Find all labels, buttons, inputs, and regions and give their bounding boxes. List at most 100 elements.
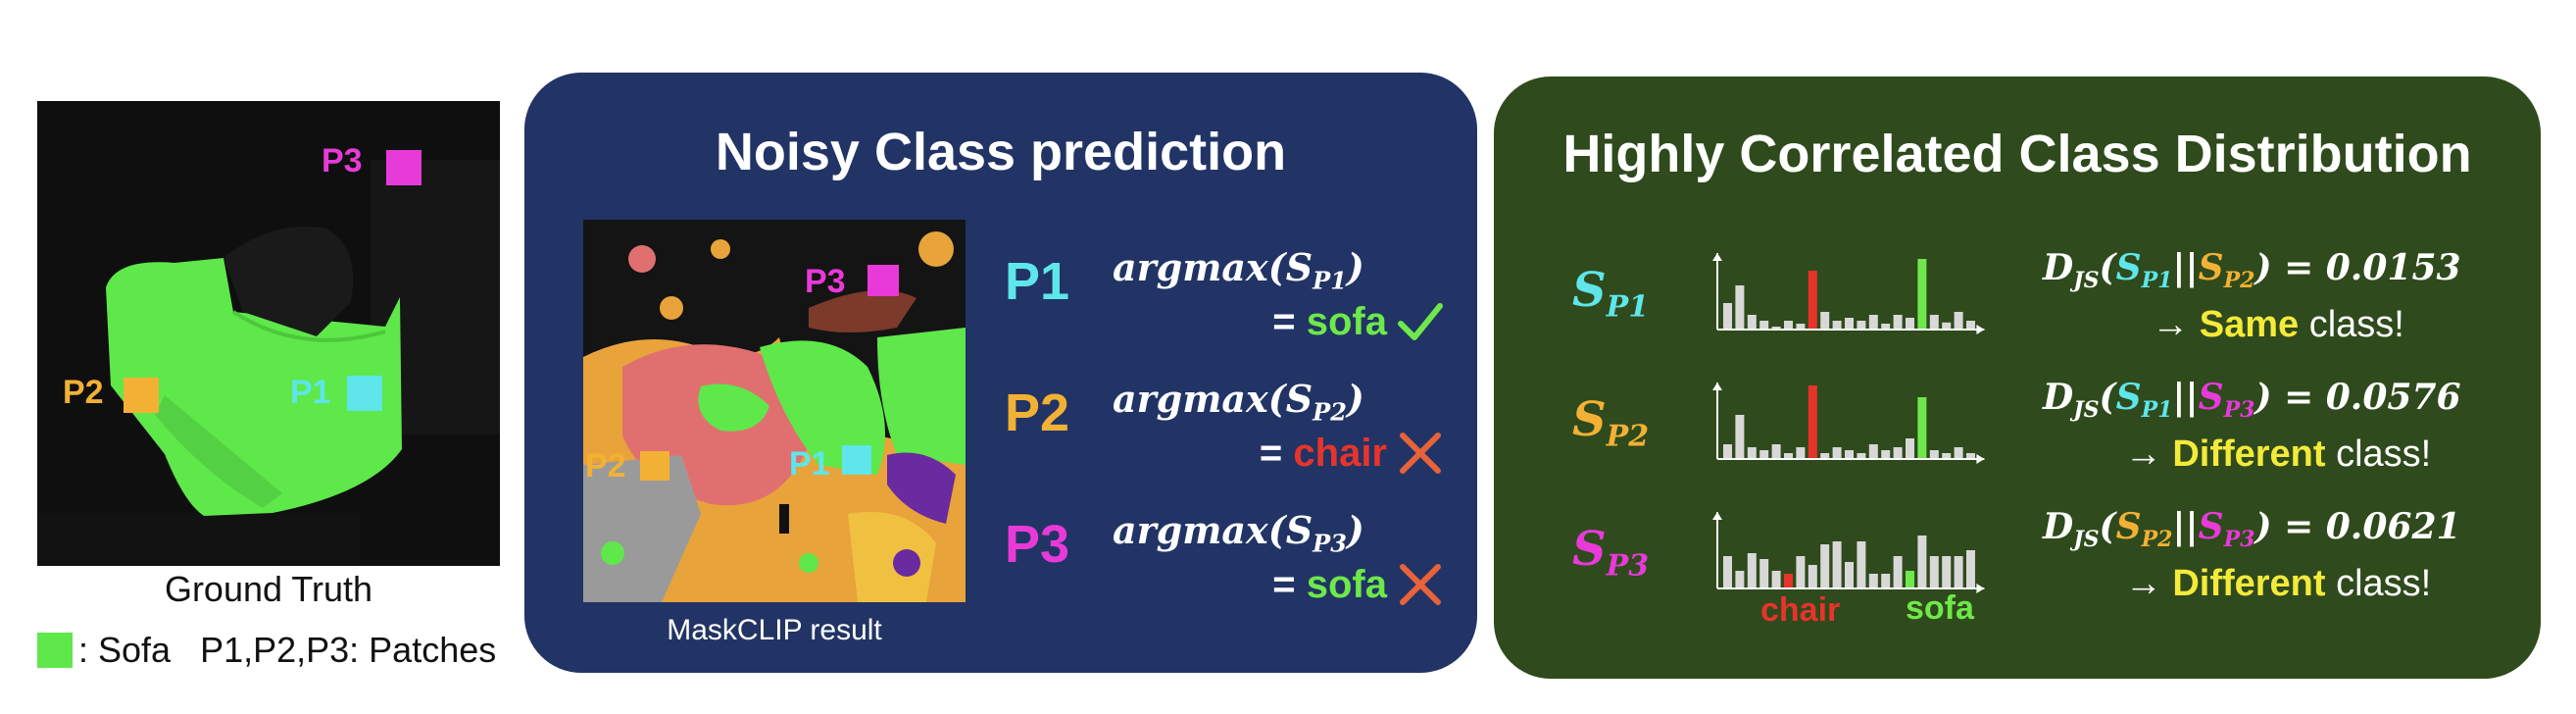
segmentation-map xyxy=(583,220,966,602)
histogram-bar xyxy=(1954,312,1963,330)
prediction-result: = sofa xyxy=(1272,563,1387,607)
histogram-bar xyxy=(1832,541,1842,588)
prediction-class: sofa xyxy=(1306,563,1387,606)
histogram-bar xyxy=(1759,321,1769,330)
argmax-formula: argmax(SP3) xyxy=(1113,508,1364,558)
prediction-class: sofa xyxy=(1306,300,1387,343)
histogram-bar xyxy=(1784,574,1793,588)
check-icon xyxy=(1398,303,1443,340)
sofa-legend-label: : Sofa xyxy=(78,630,172,670)
js-separator: || xyxy=(2172,377,2199,418)
mask-patch-p1 xyxy=(842,445,871,475)
formula-sub: P3 xyxy=(1313,529,1347,558)
js-first-sub: P1 xyxy=(2141,268,2173,294)
sofa-mask-illustration xyxy=(37,101,500,566)
cross-icon xyxy=(1400,564,1441,605)
js-second-sub: P2 xyxy=(2223,268,2255,294)
mask-label-p2: P2 xyxy=(585,447,626,484)
dist-sub: P2 xyxy=(1606,419,1650,454)
conclusion-keyword: Different xyxy=(2172,563,2326,604)
histogram-bar xyxy=(1893,447,1903,459)
prediction-result: = sofa xyxy=(1272,300,1387,344)
dist-symbol: S xyxy=(1572,522,1607,577)
histogram-bar xyxy=(1917,536,1927,588)
histogram-bar xyxy=(1966,550,1975,588)
formula-sub: P1 xyxy=(1313,266,1347,295)
js-divergence: DJS(SP1||SP3) = 0.0576 xyxy=(2043,377,2461,424)
conclusion-tail: class! xyxy=(2336,434,2432,475)
histogram-bar xyxy=(1906,571,1914,588)
dist-symbol: S xyxy=(1572,392,1607,447)
mask-patch-p3 xyxy=(867,265,899,296)
histogram-bar xyxy=(1771,327,1781,330)
equals-sign: = xyxy=(1272,563,1296,606)
histogram-label-sofa: sofa xyxy=(1906,589,1974,627)
histogram-bar xyxy=(1808,271,1817,330)
js-first: SP1 xyxy=(2116,247,2173,293)
histogram-bar xyxy=(1796,447,1806,459)
histogram-p3 xyxy=(1712,512,1985,593)
prediction-p1: P1 argmax(SP1) = sofa xyxy=(1005,245,1446,353)
histogram-bar xyxy=(1881,574,1891,588)
distribution-row-p1: SP1 DJS(SP1||SP2) = 0.0153 → Same class! xyxy=(1494,243,2541,361)
mask-label-p1: P1 xyxy=(789,445,830,483)
histogram-bar xyxy=(1881,450,1891,459)
distribution-name: SP1 xyxy=(1572,263,1649,325)
js-second-symbol: S xyxy=(2198,247,2224,288)
js-first-sub: P2 xyxy=(2141,527,2173,553)
js-sub: JS xyxy=(2073,268,2100,294)
histogram-p1 xyxy=(1712,253,1985,334)
histogram-bar xyxy=(1942,556,1952,588)
histogram-bar xyxy=(1735,415,1745,459)
mask-patch-p2 xyxy=(640,451,669,481)
histogram-bar xyxy=(1857,321,1866,330)
correlated-panel-title: Highly Correlated Class Distribution xyxy=(1562,125,2472,183)
js-first-symbol: S xyxy=(2115,506,2142,547)
histogram-bar xyxy=(1747,553,1757,588)
histogram-bar xyxy=(1735,285,1745,330)
distribution-row-p2: SP2 DJS(SP1||SP3) = 0.0576 → Different c… xyxy=(1494,373,2541,490)
distribution-name: SP3 xyxy=(1572,522,1649,584)
prediction-result: = chair xyxy=(1260,432,1387,476)
js-first-symbol: S xyxy=(2115,377,2142,418)
gt-label-p3: P3 xyxy=(322,142,363,179)
histogram-bar xyxy=(1929,450,1939,459)
formula-arg: S xyxy=(1285,377,1313,421)
js-divergence: DJS(SP1||SP2) = 0.0153 xyxy=(2043,247,2461,294)
histogram-y-arrow xyxy=(1712,512,1722,520)
histogram-bar xyxy=(1917,397,1927,459)
histogram-bar xyxy=(1954,447,1963,459)
js-second-sub: P3 xyxy=(2223,527,2255,553)
conclusion-keyword: Same xyxy=(2199,304,2300,345)
conclusion: → Different class! xyxy=(2043,563,2513,605)
histogram-bar xyxy=(1845,450,1854,459)
js-second-symbol: S xyxy=(2198,377,2224,418)
histogram-bar xyxy=(1857,541,1866,588)
js-first: SP1 xyxy=(2115,377,2173,423)
histogram-bar xyxy=(1723,303,1732,330)
histogram-bar xyxy=(1942,322,1952,330)
formula-func: argmax xyxy=(1113,377,1268,421)
dist-sub: P3 xyxy=(1606,548,1650,584)
histogram-bar xyxy=(1893,315,1903,330)
ground-truth-caption: Ground Truth xyxy=(164,569,373,609)
prediction-patch-name: P2 xyxy=(1005,383,1070,442)
histogram-label-chair: chair xyxy=(1760,591,1841,629)
histogram-bar xyxy=(1868,574,1878,588)
histogram-bar xyxy=(1796,324,1806,330)
gt-patch-p3 xyxy=(386,150,421,185)
histogram-bar xyxy=(1845,318,1854,330)
histogram-bar xyxy=(1796,556,1806,588)
histogram-bar xyxy=(1771,444,1781,459)
js-sub: JS xyxy=(2073,397,2100,424)
histogram-bar xyxy=(1954,556,1963,588)
js-value: = 0.0576 xyxy=(2284,377,2461,418)
equals-sign: = xyxy=(1259,432,1283,475)
mask-label-p3: P3 xyxy=(805,263,846,300)
maskclip-result-image: P3 P2 P1 xyxy=(583,220,966,602)
js-value: = 0.0621 xyxy=(2284,506,2461,547)
js-symbol: D xyxy=(2043,506,2074,547)
histogram-p2 xyxy=(1712,382,1985,464)
histogram-bar xyxy=(1917,259,1927,330)
histogram-bar xyxy=(1735,571,1745,588)
